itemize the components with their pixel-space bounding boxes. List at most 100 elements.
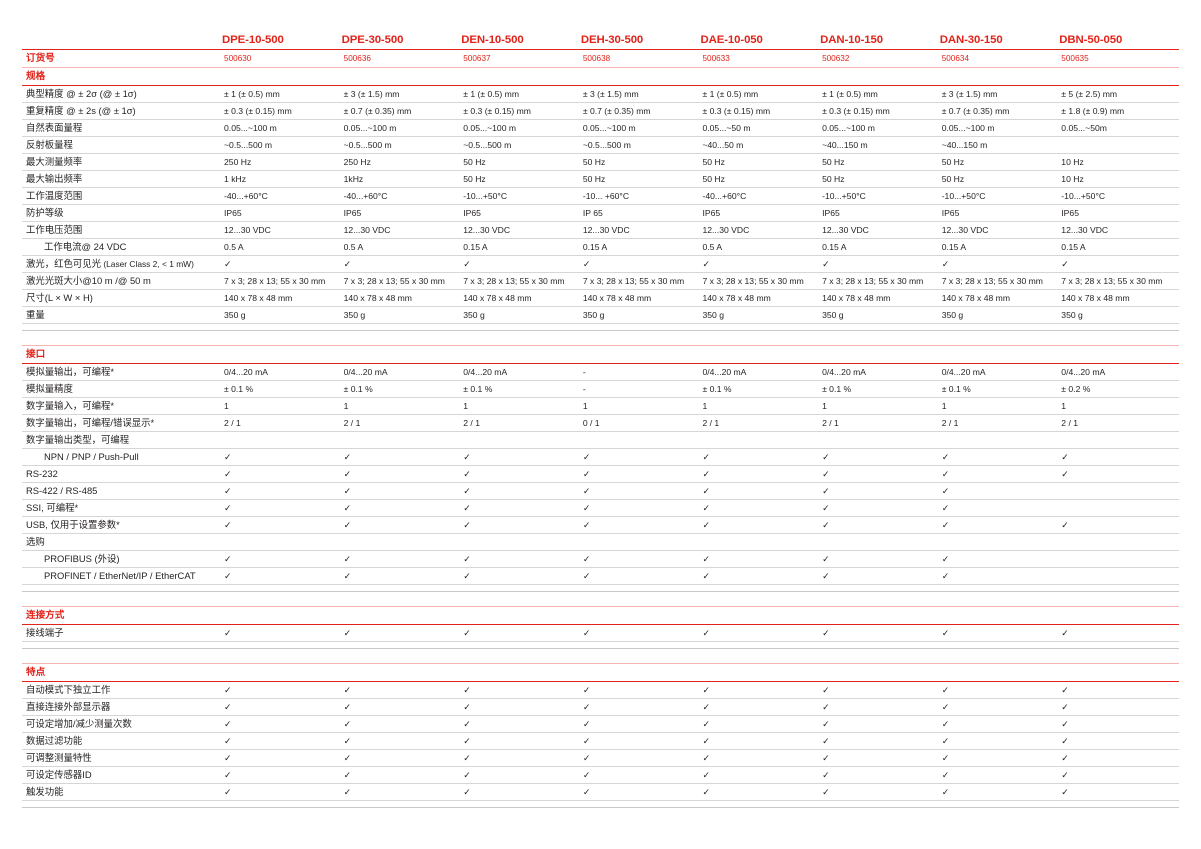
row-value: 1 [700,397,821,415]
check-icon: ✓ [222,567,342,585]
check-icon: ✓ [582,486,591,496]
order-number-value-5: 500633 [700,49,821,68]
row-value: 50 Hz [461,170,581,188]
table-row: RS-232 ✓ ✓ ✓ ✓ ✓ ✓ ✓ ✓ [22,465,1179,483]
table-row: 可调整测量特性 ✓ ✓ ✓ ✓ ✓ ✓ ✓ ✓ [22,749,1179,767]
check-icon: ✓ [1059,681,1179,699]
row-value [1059,567,1179,585]
column-header-model-2: DPE-30-500 [341,34,404,46]
check-icon: ✓ [343,753,352,763]
row-value: ~0.5...500 m [580,136,701,154]
row-value: 350 g [580,306,701,324]
check-icon: ✓ [941,787,950,797]
table-row: 激光，红色可见光 (Laser Class 2, < 1 mW) ✓ ✓ ✓ ✓ ✓ ✓ ✓ ✓ [22,255,1179,273]
check-icon: ✓ [222,749,342,767]
row-label: 最大测量频率 [22,153,223,171]
table-header-row: DPE-10-500 DPE-30-500 DEN-10-500 DEH-30-500… [22,20,1179,50]
check-icon: ✓ [941,486,950,496]
row-value: 350 g [222,306,342,324]
row-value: 140 x 78 x 48 mm [341,289,462,307]
check-icon: ✓ [461,749,581,767]
row-value: 12...30 VDC [700,221,821,239]
row-label: 自然表面量程 [22,119,223,137]
check-icon: ✓ [939,681,1060,699]
row-value [939,431,1060,449]
check-icon: ✓ [582,628,591,638]
check-icon: ✓ [580,715,701,733]
check-icon: ✓ [224,469,232,479]
row-value: 0.05...~100 m [580,119,701,137]
check-icon: ✓ [939,732,1060,750]
section-gap-cell [22,592,1179,607]
check-icon: ✓ [941,452,950,462]
row-value: ± 3 (± 1.5) mm [580,85,701,103]
table-row: 接线端子 ✓ ✓ ✓ ✓ ✓ ✓ ✓ ✓ [22,624,1179,642]
check-icon: ✓ [822,628,830,638]
check-icon: ✓ [939,550,1060,568]
check-icon: ✓ [941,554,950,564]
row-label: 可调整测量特性 [22,749,223,767]
check-icon: ✓ [580,783,701,801]
row-value: 140 x 78 x 48 mm [700,289,821,307]
table-row: 工作温度范围 -40...+60°C -40...+60°C -10...+50°C -… [22,187,1179,205]
row-value: 0.15 A [820,238,940,256]
check-icon: ✓ [582,736,591,746]
check-icon: ✓ [222,624,342,642]
check-icon: ✓ [700,698,821,716]
check-icon: ✓ [461,624,581,642]
row-label: 激光，红色可见光 (Laser Class 2, < 1 mW) [22,255,223,273]
check-icon: ✓ [222,766,342,784]
order-number-value-6: 500632 [820,49,940,68]
check-icon: ✓ [702,486,711,496]
check-icon: ✓ [702,736,711,746]
row-value: 350 g [1059,306,1179,324]
row-value: ± 0.7 (± 0.35) mm [341,102,462,120]
row-value: ~40...50 m [700,136,821,154]
section-end-rule [22,641,1179,649]
check-icon: ✓ [341,482,462,500]
check-icon: ✓ [463,736,471,746]
check-icon: ✓ [941,753,950,763]
check-icon: ✓ [580,766,701,784]
check-icon: ✓ [341,766,462,784]
row-value: ± 5 (± 2.5) mm [1059,85,1179,103]
row-value: 140 x 78 x 48 mm [580,289,701,307]
row-label: 触发功能 [22,783,223,801]
check-icon: ✓ [222,499,342,517]
check-icon: ✓ [820,766,940,784]
check-icon: ✓ [822,520,830,530]
check-icon: ✓ [224,571,232,581]
row-value: 0/4...20 mA [820,363,940,381]
column-header-model-5: DAE-10-050 [700,34,763,46]
check-icon: ✓ [343,469,352,479]
check-icon: ✓ [822,259,830,269]
section-title: 接口 [22,345,1179,364]
row-label: 自动模式下独立工作 [22,681,223,699]
section-end-cell [22,584,1179,592]
row-value: 350 g [461,306,581,324]
check-icon: ✓ [941,628,950,638]
row-value: 2 / 1 [461,414,581,432]
row-value: IP65 [820,204,940,222]
row-value: 350 g [820,306,940,324]
check-icon: ✓ [700,482,821,500]
order-number-value-7: 500634 [939,49,1060,68]
row-label: PROFINET / EtherNet/IP / EtherCAT [22,567,223,585]
check-icon: ✓ [224,770,232,780]
row-value: 50 Hz [461,153,581,171]
check-icon: ✓ [941,685,950,695]
check-icon: ✓ [580,255,701,273]
row-value: 2 / 1 [700,414,821,432]
row-value: ± 1.8 (± 0.9) mm [1059,102,1179,120]
check-icon: ✓ [580,465,701,483]
row-value: ± 0.1 % [461,380,581,398]
check-icon: ✓ [463,452,471,462]
row-value: ± 0.1 % [820,380,940,398]
section-header-1: 规格 [22,67,1179,86]
check-icon: ✓ [463,770,471,780]
check-icon: ✓ [463,520,471,530]
table-row: 直接连接外部显示器 ✓ ✓ ✓ ✓ ✓ ✓ ✓ ✓ [22,698,1179,716]
check-icon: ✓ [222,732,342,750]
row-value [461,431,581,449]
